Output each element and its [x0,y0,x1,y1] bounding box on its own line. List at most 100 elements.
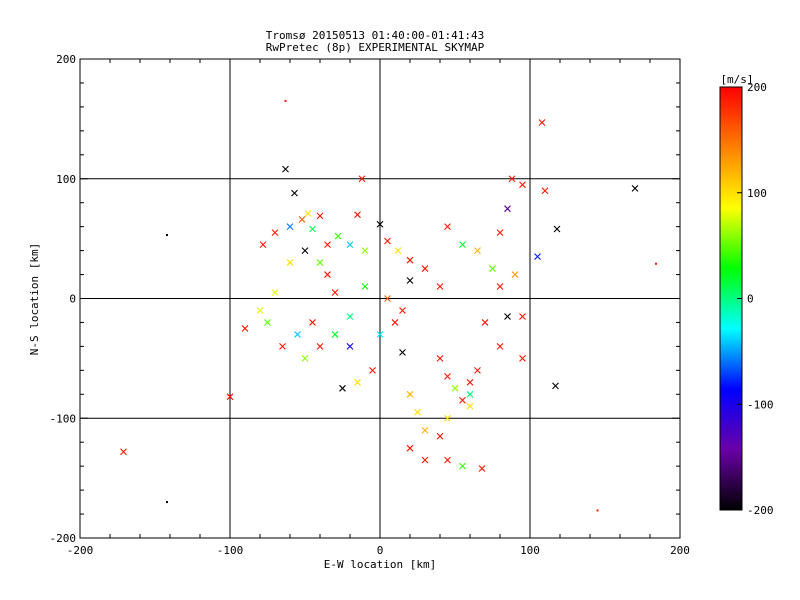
scatter-marker-cross [489,265,496,272]
scatter-marker-cross [256,307,264,314]
scatter-marker-cross [309,225,316,233]
y-axis-label: N-S location [km] [28,243,41,356]
scatter-marker-cross [421,426,429,434]
scatter-marker-cross [552,382,559,390]
scatter-marker-cross [271,289,279,296]
colorbar-tick-label: 0 [747,293,754,306]
scatter-marker-dot [655,262,657,265]
scatter-marker-cross [436,354,444,362]
scatter-marker-cross [466,378,474,386]
scatter-marker-cross [504,205,511,213]
scatter-marker-cross [369,366,376,374]
scatter-marker-cross [406,444,414,452]
x-tick-label: 100 [520,544,540,557]
x-tick-labels: -200 -100 0 100 200 [67,544,690,557]
scatter-marker-cross [304,210,312,217]
scatter-marker-cross [301,247,309,254]
scatter-marker-cross [541,187,549,195]
scatter-marker-dot [284,99,287,102]
y-tick-label: 0 [69,293,76,306]
x-tick-label: 0 [377,544,384,557]
scatter-marker-cross [496,229,504,237]
scatter-marker-cross [459,462,466,470]
scatter-marker-cross [519,181,526,189]
grid-lines [80,59,680,538]
scatter-marker-cross [294,331,301,338]
scatter-marker-cross [474,247,481,254]
scatter-marker-cross [354,378,361,386]
scatter-marker-cross [436,283,444,290]
x-tick-label: 200 [670,544,690,557]
scatter-marker-cross [282,165,289,173]
scatter-marker-cross [466,390,474,398]
scatter-marker-cross [511,271,519,278]
colorbar-tick-label: -200 [747,504,774,517]
scatter-marker-cross [459,396,466,404]
scatter-marker-cross [508,175,516,183]
scatter-marker-cross [474,366,481,374]
scatter-marker-cross [466,402,474,410]
scatter-marker-cross [436,432,444,440]
scatter-marker-cross [271,229,279,237]
scatter-marker-cross [346,343,354,350]
scatter-marker-cross [331,289,339,296]
scatter-marker-dot [596,509,599,512]
scatter-marker-cross [354,211,361,219]
scatter-marker-cross [241,325,249,332]
scatter-marker-cross [519,313,526,320]
scatter-marker-cross [414,408,421,416]
scatter-marker-cross [376,220,384,228]
x-tick-label: -100 [217,544,244,557]
x-tick-label: -200 [67,544,94,557]
scatter-marker-cross [339,384,346,392]
scatter-marker-cross [301,354,309,362]
scatter-marker-cross [316,259,324,266]
y-tick-label: 100 [56,173,76,186]
scatter-marker-cross [496,283,504,290]
scatter-marker-dot [166,501,168,504]
scatter-marker-cross [358,175,366,183]
scatter-marker-cross [406,390,414,398]
scatter-marker-cross [399,348,406,356]
scatter-marker-cross [534,253,541,260]
scatter-marker-cross [384,237,391,245]
scatter-marker-cross [519,354,526,362]
scatter-marker-cross [444,223,451,231]
colorbar-tick-label: -100 [747,398,774,411]
colorbar-tick-label: 100 [747,187,767,200]
scatter-marker-cross [481,319,489,326]
scatter-marker-cross [120,448,127,456]
scatter-marker-cross [478,465,486,472]
scatter-marker-cross [459,241,466,249]
scatter-marker-cross [298,216,306,223]
scatter-marker-cross [406,277,414,284]
scatter-marker-cross [394,247,402,254]
chart-subtitle: RwPretec (8p) EXPERIMENTAL SKYMAP [266,41,485,54]
scatter-marker-cross [376,331,384,338]
scatter-marker-cross [451,384,459,392]
scatter-marker-cross [346,313,354,320]
scatter-marker-cross [279,343,286,350]
scatter-marker-cross [444,456,451,464]
y-tick-label: -100 [50,412,77,425]
scatter-marker-cross [496,343,504,350]
axis-ticks [79,58,681,539]
y-tick-label: -200 [50,532,77,545]
scatter-marker-cross [291,189,298,197]
x-axis-label: E-W location [km] [324,558,437,571]
y-tick-labels: -200 -100 0 100 200 [50,53,77,545]
scatter-marker-cross [504,313,511,320]
scatter-marker-cross [324,241,331,249]
scatter-marker-cross [631,184,639,192]
scatter-marker-cross [316,343,324,350]
scatter-marker-cross [421,265,429,272]
scatter-marker-cross [286,259,294,266]
colorbar-label: [m/s] [720,73,753,86]
scatter-marker-cross [316,212,324,220]
scatter-marker-cross [444,414,451,422]
scatter-marker-cross [391,319,399,326]
colorbar-tick-label: 200 [747,81,767,94]
chart-title: Tromsø 20150513 01:40:00-01:41:43 [266,29,485,42]
scatter-marker-cross [361,247,369,254]
